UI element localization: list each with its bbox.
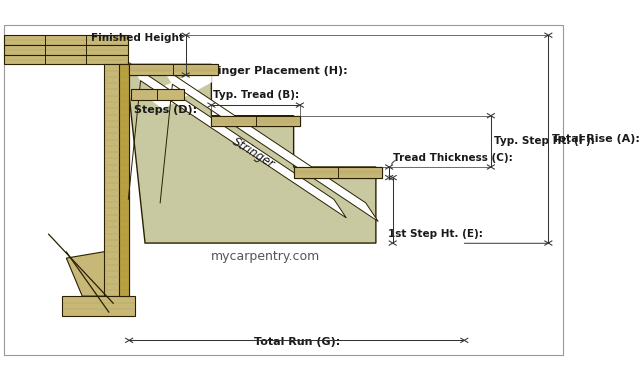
Bar bbox=[294, 167, 382, 177]
Bar bbox=[118, 64, 129, 296]
Bar bbox=[211, 116, 255, 126]
Bar bbox=[211, 116, 300, 126]
Text: 1st Step Ht. (E):: 1st Step Ht. (E): bbox=[388, 229, 483, 239]
Text: Tread Thickness (C):: Tread Thickness (C): bbox=[393, 153, 513, 163]
Text: Total Rise (A):: Total Rise (A): bbox=[552, 134, 640, 144]
Bar bbox=[338, 167, 382, 177]
Text: Typ. Tread (B):: Typ. Tread (B): bbox=[212, 90, 299, 100]
Bar bbox=[129, 64, 218, 75]
Bar bbox=[4, 35, 128, 45]
Bar bbox=[255, 116, 300, 126]
Text: Stringer: Stringer bbox=[230, 135, 277, 171]
Text: Steps (D):: Steps (D): bbox=[134, 105, 198, 116]
Text: Total Run (G):: Total Run (G): bbox=[253, 337, 340, 347]
Bar bbox=[173, 64, 218, 75]
Text: Stringer Placement (H):: Stringer Placement (H): bbox=[199, 66, 348, 76]
Text: Finished Height: Finished Height bbox=[91, 33, 184, 43]
Polygon shape bbox=[160, 66, 378, 221]
Text: mycarpentry.com: mycarpentry.com bbox=[211, 250, 320, 263]
Bar bbox=[129, 64, 173, 75]
Bar bbox=[131, 89, 184, 100]
Polygon shape bbox=[145, 64, 211, 109]
Bar bbox=[62, 296, 135, 316]
Polygon shape bbox=[128, 62, 346, 218]
Polygon shape bbox=[67, 247, 129, 296]
Bar bbox=[294, 167, 338, 177]
Bar bbox=[4, 55, 128, 64]
Bar bbox=[104, 64, 129, 296]
Bar bbox=[4, 45, 128, 55]
Polygon shape bbox=[129, 64, 376, 243]
Text: Typ. Step Ht. (F):: Typ. Step Ht. (F): bbox=[495, 136, 595, 146]
